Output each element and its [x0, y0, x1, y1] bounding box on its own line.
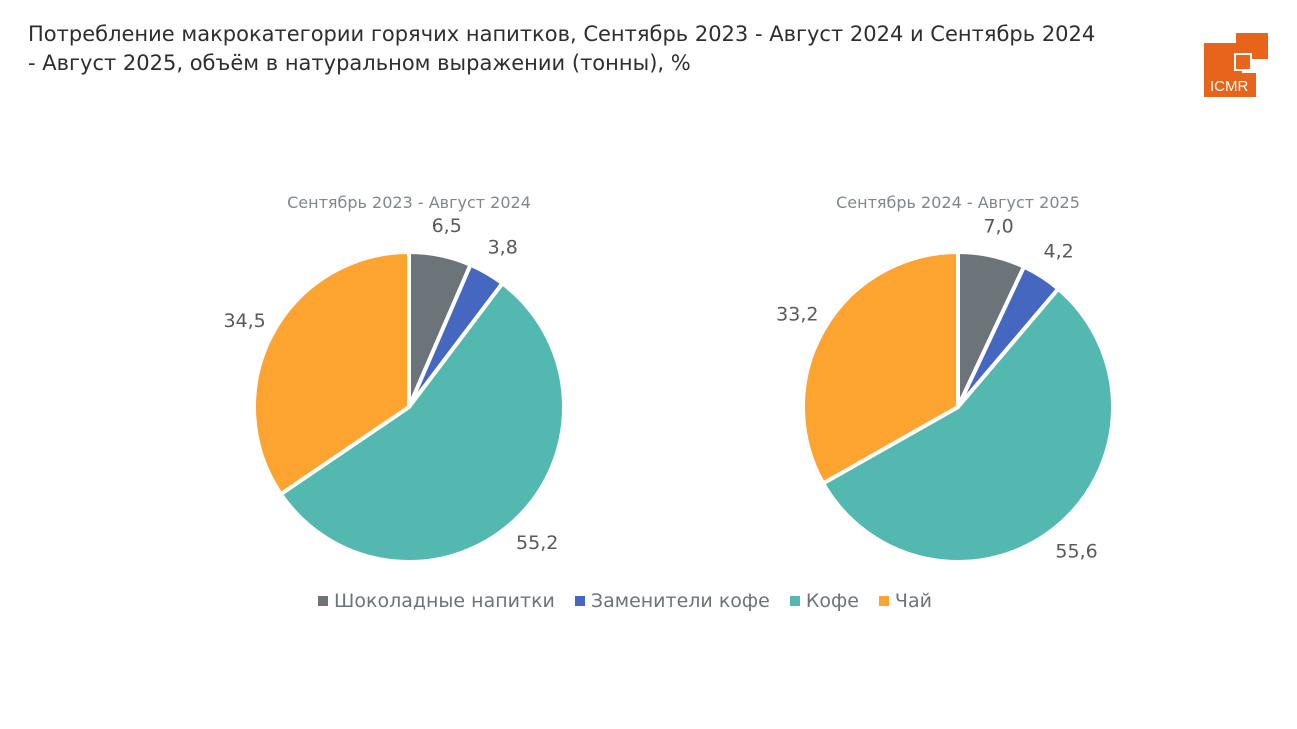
chart-title: Потребление макрокатегории горячих напит…: [28, 22, 1096, 75]
legend-item-coffee: Кофе: [789, 590, 859, 612]
icmr-logo: ICMR: [1204, 33, 1268, 97]
legend-swatch: [789, 596, 800, 606]
pie-slice-3: [278, 281, 566, 564]
pie-slice-3: [821, 286, 1115, 565]
legend-swatch: [574, 596, 585, 606]
legend-item-chocolate: Шоколадные напитки: [318, 590, 555, 612]
legend-swatch: [318, 596, 329, 606]
data-label: 34,5: [223, 310, 265, 332]
legend: Шоколадные напитки Заменители кофе Кофе …: [0, 590, 1250, 612]
data-label: 4,2: [1044, 241, 1074, 263]
data-label: 55,2: [516, 532, 558, 554]
pie-title: Сентябрь 2024 - Август 2025: [836, 193, 1080, 212]
pie-slice-4: [252, 250, 411, 497]
legend-label: Чай: [894, 590, 932, 612]
legend-label: Заменители кофе: [590, 590, 770, 612]
legend-item-coffee-substitutes: Заменители кофе: [574, 590, 770, 612]
data-label: 55,6: [1055, 540, 1097, 562]
pie-slice-4: [801, 250, 960, 486]
svg-text:ICMR: ICMR: [1210, 78, 1248, 95]
data-label: 6,5: [432, 215, 462, 237]
pie-title: Сентябрь 2023 - Август 2024: [287, 193, 531, 212]
legend-item-tea: Чай: [878, 590, 932, 612]
data-label: 3,8: [488, 236, 518, 258]
data-label: 7,0: [983, 215, 1013, 237]
legend-swatch: [878, 596, 889, 606]
data-label: 33,2: [776, 303, 818, 325]
legend-label: Кофе: [805, 590, 859, 612]
legend-label: Шоколадные напитки: [334, 590, 555, 612]
